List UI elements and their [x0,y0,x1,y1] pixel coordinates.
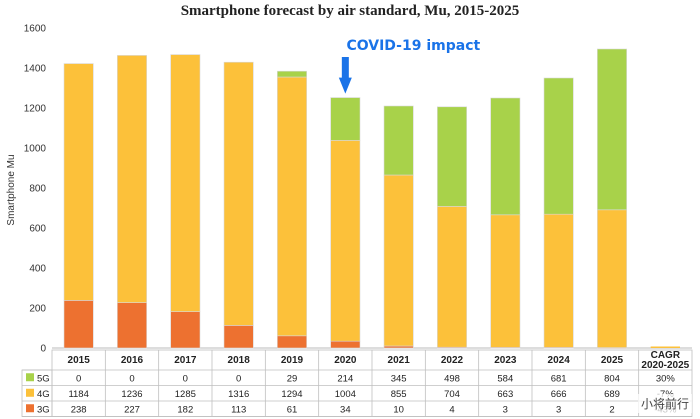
table-header-cagr: CAGR [651,350,681,361]
bar-4g-2018 [223,61,254,326]
table-cell: 0 [129,373,134,384]
table-cell: 663 [497,389,513,400]
bar-5g-2019 [277,70,307,78]
table-cell: 227 [124,404,140,415]
bar-5g-2023 [490,97,521,216]
table-row-label: 3G [37,404,50,415]
watermark: 小将前行 [637,394,692,413]
table-cell: 1236 [121,389,142,400]
legend-swatch-5g [26,373,34,382]
table-header-year: 2019 [281,355,304,366]
table-cell: 61 [287,404,298,415]
bar-4g-2017 [170,54,201,312]
y-tick-label: 1000 [24,144,47,155]
table-header-year: 2023 [494,355,517,366]
bar-5g-2025 [597,48,627,211]
y-tick-label: 1400 [24,64,47,75]
bar-3g-2015 [63,300,94,349]
table-cagr-cell: 30% [656,373,676,384]
table-cell: 214 [337,373,353,384]
table-cell: 1184 [68,389,88,400]
table-cell: 855 [391,389,407,400]
table-cell: 113 [231,404,246,415]
table-cell: 2 [609,404,614,415]
table-cell: 4 [449,404,454,415]
table-cell: 704 [444,389,460,400]
bar-3g-2018 [223,325,254,349]
table-cell: 0 [76,373,81,384]
annotation-label: COVID-19 impact [346,38,480,54]
bar-4g-2023 [490,214,521,348]
table-cell: 34 [340,404,351,415]
table-header-year: 2015 [68,355,91,366]
table-cell: 238 [71,404,87,415]
table-cell: 0 [236,373,241,384]
bar-4g-2016 [117,55,147,303]
y-tick-label: 200 [29,304,46,315]
y-tick-label: 800 [29,184,46,195]
bar-4g-2015 [63,63,94,301]
bar-4g-2021 [383,174,414,347]
bar-5g-2020 [330,97,361,141]
table-cell: 182 [177,404,193,415]
data-table: 2015 2016 2017 2018 2019 2020 2021 2022 2023 2024… [21,349,693,417]
table-header-year: 2024 [548,355,571,366]
table-header-year: 2021 [388,355,411,366]
table-cell: 1004 [335,389,356,400]
table-header-year: 2016 [121,355,144,366]
legend-swatch-4g [26,388,34,397]
bar-3g-2017 [170,311,201,349]
y-tick-label: 1200 [24,104,47,115]
table-cell: 498 [444,373,460,384]
table-cell: 1285 [175,389,196,400]
bar-4g-2024 [543,213,574,348]
bar-3g-2020 [330,340,361,349]
y-axis-label: Smartphone Mu [6,154,17,225]
table-cell: 1316 [228,389,249,400]
table-header-year: 2022 [441,355,464,366]
table-cell: 584 [497,373,513,384]
y-tick-label: 0 [40,344,46,355]
y-axis: 0 200 400 600 800 1000 1200 1400 1600 [24,24,692,355]
table-header-year: 2020 [334,355,357,366]
table-header-year: 2017 [174,355,197,366]
table-cell: 0 [183,373,188,384]
table-row-label: 5G [37,373,50,384]
cagr-baseline-marker [650,346,680,348]
bar-4g-2019 [277,76,307,337]
bar-3g-2016 [117,302,147,349]
down-arrow-icon [338,57,352,94]
legend-swatch-3g [26,404,34,413]
covid-annotation: COVID-19 impact [338,38,481,94]
table-cell: 681 [551,373,567,384]
table-cell: 10 [393,404,404,415]
bar-5g-2024 [543,77,574,215]
table-cell: 1294 [281,389,302,400]
table-header-year: 2025 [601,355,624,366]
bar-4g-2022 [437,206,467,348]
table-header-cagr-range: 2020-2025 [641,360,689,371]
table-row-label: 4G [37,389,50,400]
bar-5g-2021 [383,105,414,176]
table-cell: 29 [287,373,298,384]
table-header-year: 2018 [228,355,251,366]
table-cell: 689 [604,389,620,400]
bar-area [63,48,680,349]
y-tick-label: 400 [29,264,46,275]
table-cell: 345 [391,373,407,384]
table-cell: 3 [503,404,508,415]
bar-4g-2025 [597,209,627,348]
bar-4g-2020 [330,140,361,342]
chart-title: Smartphone forecast by air standard, Mu,… [181,3,520,19]
table-cell: 804 [604,373,620,384]
table-cell: 666 [551,389,567,400]
y-tick-label: 1600 [24,24,47,35]
bar-5g-2022 [437,106,467,207]
y-tick-label: 600 [29,224,46,235]
table-cell: 3 [556,404,561,415]
bar-3g-2019 [277,335,307,349]
